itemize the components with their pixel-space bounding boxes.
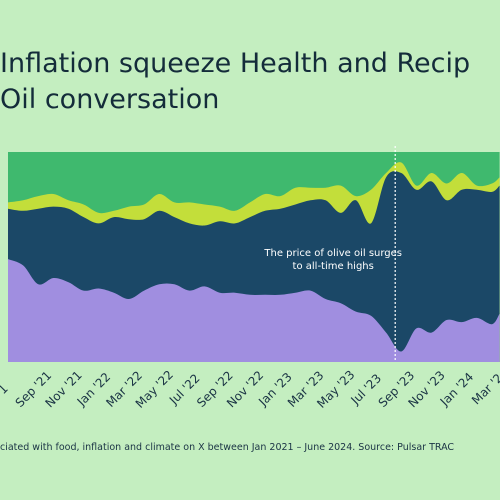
- area-layers: [8, 152, 500, 362]
- x-tick-label: Mar '2: [469, 371, 500, 407]
- olive-oil-annotation: The price of olive oil surges to all-time…: [263, 146, 402, 362]
- chart-title-line-1: Inflation squeeze Health and Recip: [0, 48, 471, 79]
- chart-title-line-2: Oil conversation: [0, 84, 220, 115]
- area-layer-1: [8, 259, 500, 362]
- x-tick-label: 1: [0, 382, 11, 397]
- annotation-text-line: The price of olive oil surges: [263, 248, 402, 259]
- chart-title: Inflation squeeze Health and Recip Oil c…: [0, 46, 500, 118]
- annotation-text-line: to all-time highs: [293, 261, 374, 272]
- source-note: ciated with food, inflation and climate …: [0, 442, 455, 453]
